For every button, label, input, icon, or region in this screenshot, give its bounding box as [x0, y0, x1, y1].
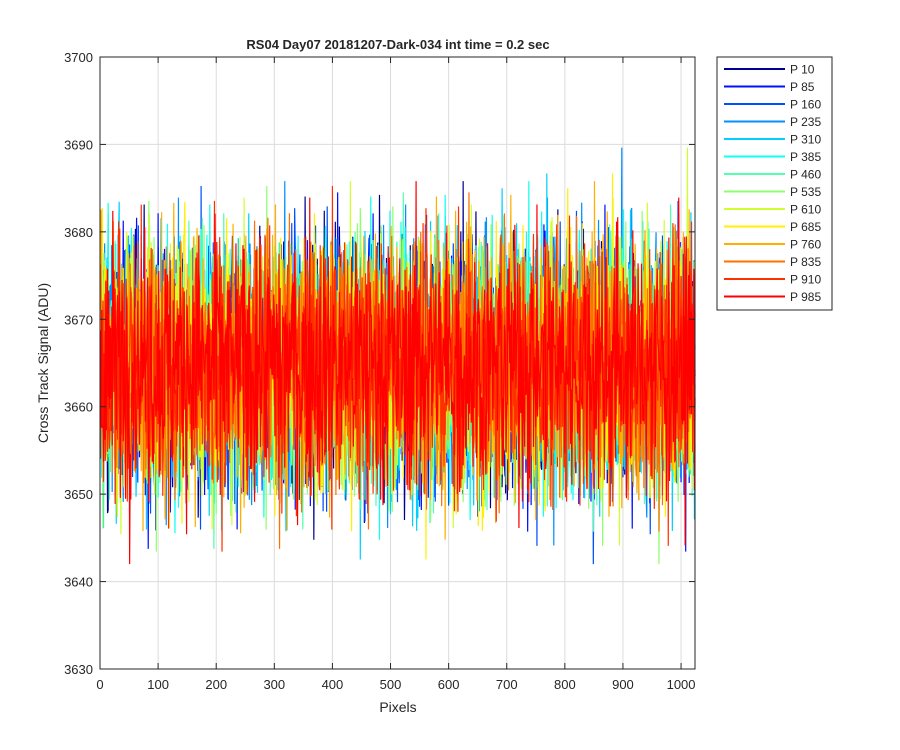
legend-label: P 835 [790, 255, 821, 269]
plot-frame [99, 56, 696, 670]
legend-label: P 310 [790, 133, 821, 147]
x-tick-label: 1000 [667, 677, 696, 692]
x-tick-label: 0 [96, 677, 103, 692]
x-axis-label: Pixels [379, 699, 416, 715]
y-tick-label: 3670 [64, 312, 93, 327]
y-axis: 3630 3640 3650 3660 3670 3680 3690 3700 [64, 50, 695, 677]
legend-label: P 160 [790, 98, 821, 112]
legend-label: P 685 [790, 220, 821, 234]
legend-label: P 85 [790, 80, 815, 94]
y-tick-label: 3640 [64, 575, 93, 590]
x-tick-label: 400 [322, 677, 344, 692]
legend-label: P 535 [790, 185, 821, 199]
series-layer [99, 147, 696, 565]
chart-title: RS04 Day07 20181207-Dark-034 int time = … [246, 37, 549, 52]
y-tick-label: 3650 [64, 487, 93, 502]
y-axis-label: Cross Track Signal (ADU) [35, 283, 51, 443]
legend-label: P 760 [790, 238, 821, 252]
x-tick-label: 700 [496, 677, 518, 692]
legend-label: P 385 [790, 150, 821, 164]
legend-label: P 235 [790, 115, 821, 129]
y-tick-label: 3660 [64, 400, 93, 415]
legend-label: P 460 [790, 168, 821, 182]
x-axis: 0 100 200 300 400 500 600 700 800 900 1000 [96, 57, 696, 692]
y-tick-label: 3700 [64, 50, 93, 65]
x-tick-label: 200 [205, 677, 227, 692]
x-tick-label: 900 [612, 677, 634, 692]
legend-label: P 910 [790, 273, 821, 287]
x-tick-label: 800 [554, 677, 576, 692]
y-tick-label: 3680 [64, 225, 93, 240]
x-tick-label: 300 [263, 677, 285, 692]
y-tick-label: 3690 [64, 137, 93, 152]
legend-label: P 985 [790, 290, 821, 304]
legend-label: P 610 [790, 203, 821, 217]
legend-box [716, 56, 833, 311]
legend: P 10 P 85 P 160 P 235 P 310 P 385 P 460 P 535 P … [716, 56, 833, 311]
x-tick-label: 100 [147, 677, 169, 692]
x-tick-label: 500 [380, 677, 402, 692]
x-tick-label: 600 [438, 677, 460, 692]
legend-label: P 10 [790, 63, 815, 77]
series-line-p-985 [99, 181, 696, 565]
y-tick-label: 3630 [64, 662, 93, 677]
